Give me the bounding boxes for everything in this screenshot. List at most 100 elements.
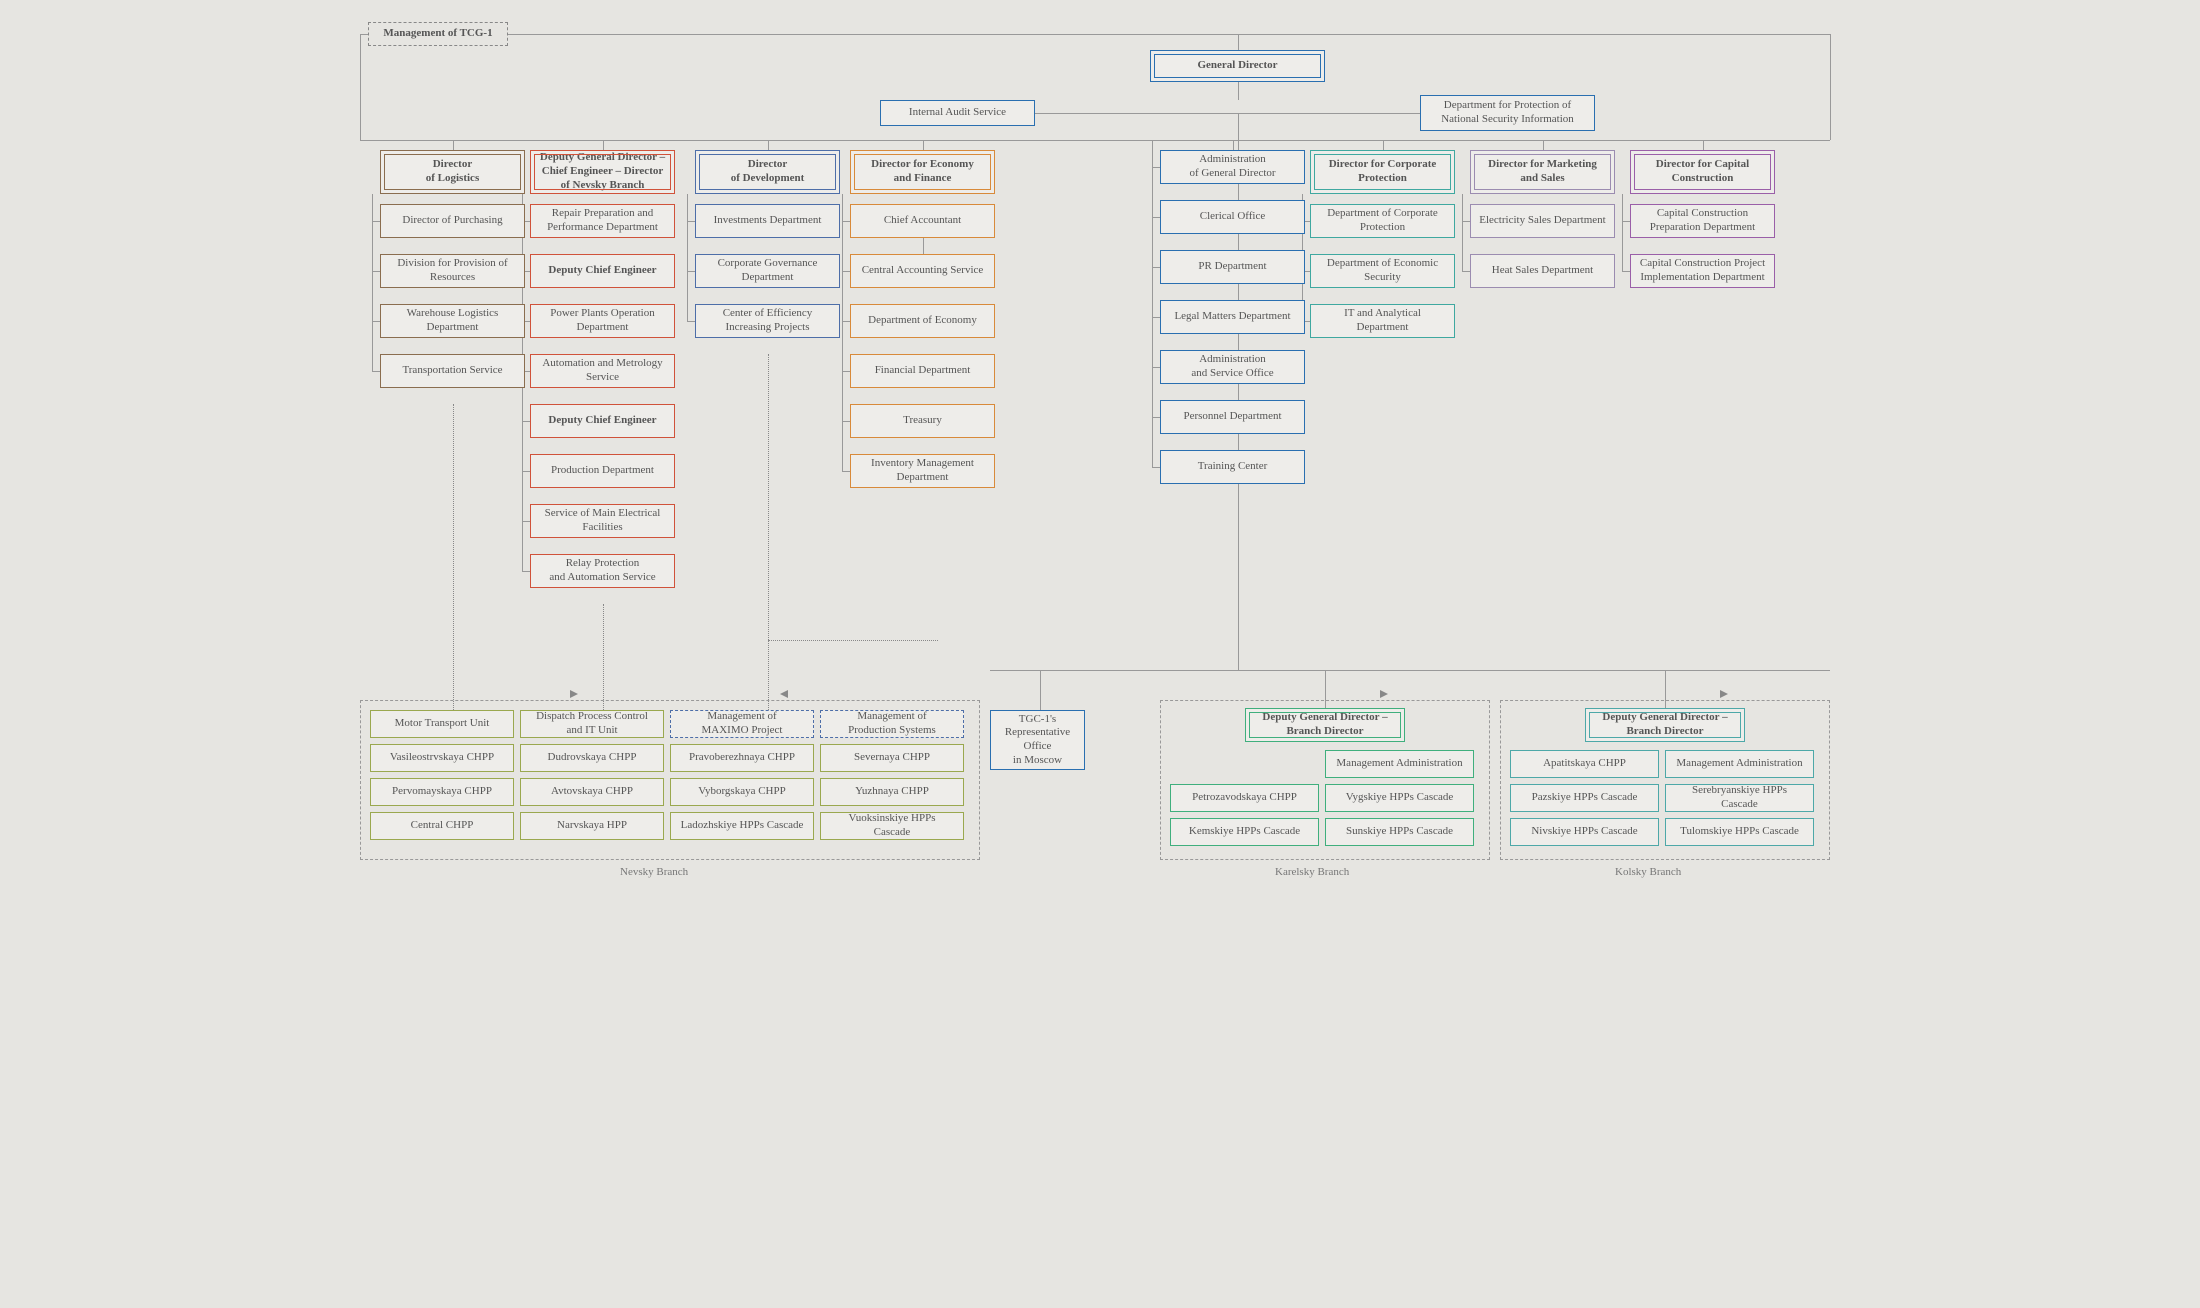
dev-item-1: Corporate Governance Department bbox=[704, 257, 831, 285]
natsec-dept: Department for Protection of National Se… bbox=[1420, 95, 1595, 131]
mkt-item-0: Electricity Sales Department bbox=[1479, 214, 1605, 228]
corp-item-1: Department of Economic Security bbox=[1319, 257, 1446, 285]
nevsky-item-7: Relay Protectionand Automation Service bbox=[530, 554, 675, 588]
admin-item-0: Administrationof General Director bbox=[1189, 153, 1275, 181]
karelsky-unit-4: Kemskiye HPPs Cascade bbox=[1189, 825, 1300, 839]
nevsky-unit-1: Dispatch Process Control and IT Unit bbox=[529, 710, 655, 738]
general-director: General Director bbox=[1197, 59, 1277, 73]
nevsky-unit-13: Narvskaya HPP bbox=[557, 819, 627, 833]
karelsky-unit-5: Sunskiye HPPs Cascade bbox=[1325, 818, 1474, 846]
nevsky-unit-2: Management ofMAXIMO Project bbox=[702, 710, 783, 738]
karelsky-unit-2: Petrozavodskaya CHPP bbox=[1192, 791, 1297, 805]
nevsky-unit-11: Yuzhnaya CHPP bbox=[820, 778, 964, 806]
econ-item-5: Inventory Management Department bbox=[859, 457, 986, 485]
karelsky-unit-3: Vygskiye HPPs Cascade bbox=[1325, 784, 1474, 812]
karelsky-unit-2: Petrozavodskaya CHPP bbox=[1170, 784, 1319, 812]
mkt-item-1: Heat Sales Department bbox=[1492, 264, 1593, 278]
kolsky-branch-head: Deputy General Director –Branch Director bbox=[1585, 708, 1745, 742]
logistics-item-1: Division for Provision of Resources bbox=[389, 257, 516, 285]
nevsky-unit-0: Motor Transport Unit bbox=[395, 717, 490, 731]
logistics-item-0: Director of Purchasing bbox=[402, 214, 502, 228]
nevsky-item-5: Production Department bbox=[530, 454, 675, 488]
admin-item-6: Training Center bbox=[1160, 450, 1305, 484]
nevsky-unit-10: Vyborgskaya CHPP bbox=[670, 778, 814, 806]
admin-item-5: Personnel Department bbox=[1183, 410, 1281, 424]
dev-item-2: Center of Efficiency Increasing Projects bbox=[695, 304, 840, 338]
nevsky-unit-4: Vasileostrvskaya CHPP bbox=[390, 751, 494, 765]
nevsky-unit-7: Severnaya CHPP bbox=[854, 751, 930, 765]
cap-head: Director for Capital Construction bbox=[1630, 150, 1775, 194]
nevsky-item-1: Deputy Chief Engineer bbox=[548, 264, 656, 278]
nevsky-unit-6: Pravoberezhnaya CHPP bbox=[689, 751, 795, 765]
karelsky-branch-head: Deputy General Director –Branch Director bbox=[1262, 711, 1387, 739]
dev-item-0: Investments Department bbox=[695, 204, 840, 238]
rep-office: TGC-1'sRepresentativeOfficein Moscow bbox=[990, 710, 1085, 770]
cap-item-0: Capital Construction Preparation Departm… bbox=[1630, 204, 1775, 238]
econ-item-4: Treasury bbox=[850, 404, 995, 438]
kolsky-unit-3: Serebryanskiye HPPs Cascade bbox=[1674, 784, 1805, 812]
org-chart: Management of TCG-1General DirectorInter… bbox=[340, 0, 1860, 900]
nevsky-item-4: Deputy Chief Engineer bbox=[548, 414, 656, 428]
nevsky-unit-9: Avtovskaya CHPP bbox=[551, 785, 633, 799]
mgmt-header: Management of TCG-1 bbox=[368, 22, 508, 46]
nevsky-unit-0: Motor Transport Unit bbox=[370, 710, 514, 738]
admin-item-2: PR Department bbox=[1160, 250, 1305, 284]
admin-item-6: Training Center bbox=[1198, 460, 1268, 474]
region-label-karelsky: Karelsky Branch bbox=[1275, 866, 1349, 878]
nevsky-unit-14: Ladozhskiye HPPs Cascade bbox=[670, 812, 814, 840]
karelsky-unit-3: Vygskiye HPPs Cascade bbox=[1346, 791, 1454, 805]
corp-item-2: IT and Analytical Department bbox=[1319, 307, 1446, 335]
mkt-item-1: Heat Sales Department bbox=[1470, 254, 1615, 288]
mkt-head: Director for Marketingand Sales bbox=[1470, 150, 1615, 194]
admin-item-4: Administrationand Service Office bbox=[1160, 350, 1305, 384]
admin-item-3: Legal Matters Department bbox=[1174, 310, 1290, 324]
nevsky-item-1: Deputy Chief Engineer bbox=[530, 254, 675, 288]
rep-office: TGC-1'sRepresentativeOfficein Moscow bbox=[1005, 713, 1070, 768]
nevsky-item-4: Deputy Chief Engineer bbox=[530, 404, 675, 438]
econ-item-4: Treasury bbox=[903, 414, 942, 428]
logistics-item-0: Director of Purchasing bbox=[380, 204, 525, 238]
econ-item-0: Chief Accountant bbox=[884, 214, 961, 228]
dev-head: Directorof Development bbox=[731, 158, 805, 186]
nevsky-head: Deputy General Director – Chief Engineer… bbox=[539, 151, 666, 192]
corp-item-0: Department of Corporate Protection bbox=[1319, 207, 1446, 235]
corp-head: Director for Corporate Protection bbox=[1319, 158, 1446, 186]
kolsky-unit-4: Nivskiye HPPs Cascade bbox=[1510, 818, 1659, 846]
karelsky-branch-head: Deputy General Director –Branch Director bbox=[1245, 708, 1405, 742]
kolsky-unit-0: Apatitskaya CHPP bbox=[1543, 757, 1626, 771]
admin-item-1: Clerical Office bbox=[1160, 200, 1305, 234]
nevsky-unit-9: Avtovskaya CHPP bbox=[520, 778, 664, 806]
kolsky-unit-4: Nivskiye HPPs Cascade bbox=[1531, 825, 1637, 839]
dev-item-2: Center of Efficiency Increasing Projects bbox=[704, 307, 831, 335]
nevsky-item-2: Power Plants Operation Department bbox=[539, 307, 666, 335]
mkt-head: Director for Marketingand Sales bbox=[1488, 158, 1597, 186]
dev-item-0: Investments Department bbox=[714, 214, 822, 228]
corp-item-1: Department of Economic Security bbox=[1310, 254, 1455, 288]
nevsky-unit-12: Central CHPP bbox=[411, 819, 474, 833]
cap-item-1: Capital Construction Project Implementat… bbox=[1639, 257, 1766, 285]
cap-item-0: Capital Construction Preparation Departm… bbox=[1639, 207, 1766, 235]
nevsky-unit-6: Pravoberezhnaya CHPP bbox=[670, 744, 814, 772]
nevsky-unit-5: Dudrovskaya CHPP bbox=[520, 744, 664, 772]
admin-item-0: Administrationof General Director bbox=[1160, 150, 1305, 184]
general-director: General Director bbox=[1150, 50, 1325, 82]
nevsky-unit-3: Management ofProduction Systems bbox=[820, 710, 964, 738]
econ-item-2: Department of Economy bbox=[868, 314, 977, 328]
region-label-kolsky: Kolsky Branch bbox=[1615, 866, 1681, 878]
kolsky-unit-1: Management Administration bbox=[1665, 750, 1814, 778]
logistics-item-2: Warehouse Logistics Department bbox=[380, 304, 525, 338]
econ-item-0: Chief Accountant bbox=[850, 204, 995, 238]
karelsky-unit-5: Sunskiye HPPs Cascade bbox=[1346, 825, 1453, 839]
nevsky-unit-1: Dispatch Process Control and IT Unit bbox=[520, 710, 664, 738]
logistics-item-1: Division for Provision of Resources bbox=[380, 254, 525, 288]
kolsky-unit-3: Serebryanskiye HPPs Cascade bbox=[1665, 784, 1814, 812]
nevsky-unit-4: Vasileostrvskaya CHPP bbox=[370, 744, 514, 772]
econ-item-5: Inventory Management Department bbox=[850, 454, 995, 488]
nevsky-unit-8: Pervomayskaya CHPP bbox=[392, 785, 492, 799]
kolsky-branch-head: Deputy General Director –Branch Director bbox=[1602, 711, 1727, 739]
cap-item-1: Capital Construction Project Implementat… bbox=[1630, 254, 1775, 288]
logistics-item-2: Warehouse Logistics Department bbox=[389, 307, 516, 335]
nevsky-item-0: Repair Preparation and Performance Depar… bbox=[530, 204, 675, 238]
corp-item-2: IT and Analytical Department bbox=[1310, 304, 1455, 338]
karelsky-unit-1: Management Administration bbox=[1336, 757, 1462, 771]
